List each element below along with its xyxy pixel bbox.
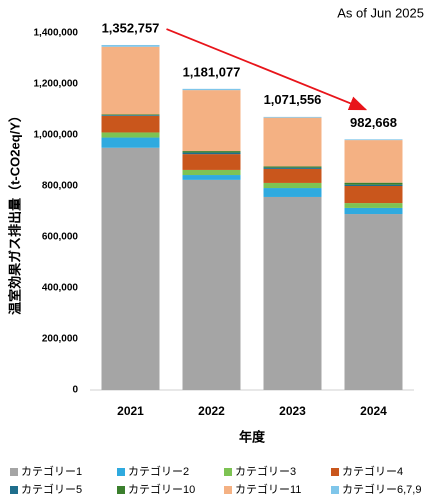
legend-label: カテゴリー5 (21, 482, 82, 496)
bar-segment (263, 166, 322, 168)
y-tick-label: 1,400,000 (34, 28, 79, 39)
bar-segment (263, 167, 322, 169)
bar-segment (101, 115, 160, 116)
bar-segment (344, 184, 403, 186)
bar-segment (182, 175, 241, 180)
y-tick-label: 0 (72, 385, 78, 396)
y-tick-label: 1,200,000 (34, 79, 79, 90)
bar-segment (101, 147, 160, 390)
bar-segment (182, 169, 241, 176)
legend-swatch (10, 468, 18, 476)
bar-segment (101, 132, 160, 138)
legend-label: カテゴリー6,7,9 (342, 482, 421, 496)
bar-segment (182, 88, 241, 91)
bar-segment (101, 137, 160, 148)
x-tick-label: 2022 (198, 404, 225, 418)
x-tick-label: 2024 (360, 404, 387, 418)
total-label: 1,352,757 (102, 20, 160, 35)
total-label: 982,668 (350, 115, 397, 130)
bar-segment (263, 168, 322, 183)
bar-segment (182, 154, 241, 170)
bar-segment (182, 179, 241, 390)
x-tick-label: 2021 (117, 404, 144, 418)
x-axis-title: 年度 (239, 429, 266, 444)
legend-swatch (117, 468, 125, 476)
subtitle: As of Jun 2025 (337, 5, 424, 20)
legend-swatch (224, 468, 232, 476)
bar-segment (101, 114, 160, 116)
trend-arrow (166, 28, 368, 111)
bar-segment (344, 214, 403, 390)
legend-swatch (224, 486, 232, 494)
bar-segment (344, 182, 403, 185)
bar-segment (263, 117, 322, 167)
y-tick-label: 1,000,000 (34, 130, 79, 141)
y-tick-label: 600,000 (42, 232, 79, 243)
bar-segment (182, 151, 241, 153)
bar-segment (263, 116, 322, 118)
bar-segment (182, 90, 241, 152)
legend-label: カテゴリー3 (235, 464, 296, 478)
bar-segment (344, 203, 403, 208)
bar-segment (101, 115, 160, 133)
bar-segment (101, 46, 160, 115)
x-tick-label: 2023 (279, 404, 306, 418)
bar-segment (344, 139, 403, 141)
legend-label: カテゴリー2 (128, 464, 189, 478)
legend-swatch (331, 468, 339, 476)
bar-segment (263, 188, 322, 197)
y-tick-label: 400,000 (42, 283, 79, 294)
bar-segment (344, 140, 403, 183)
y-tick-label: 800,000 (42, 181, 79, 192)
y-axis-title: 温室効果ガス排出量（t-CO2eq/Y） (7, 109, 22, 315)
legend-swatch (10, 486, 18, 494)
legend-label: カテゴリー11 (235, 482, 301, 496)
legend-label: カテゴリー4 (342, 464, 403, 478)
bar-segment (263, 196, 322, 390)
legend-swatch (117, 486, 125, 494)
bar-segment (344, 207, 403, 215)
y-tick-label: 200,000 (42, 334, 79, 345)
bar-segment (344, 186, 403, 204)
legend-swatch (331, 486, 339, 494)
bar-segment (101, 44, 160, 47)
legend-label: カテゴリー1 (21, 464, 82, 478)
bar-segment (182, 152, 241, 155)
bar-segment (263, 182, 322, 189)
total-label: 1,071,556 (264, 92, 322, 107)
legend-label: カテゴリー10 (128, 482, 195, 496)
total-label: 1,181,077 (183, 64, 241, 79)
